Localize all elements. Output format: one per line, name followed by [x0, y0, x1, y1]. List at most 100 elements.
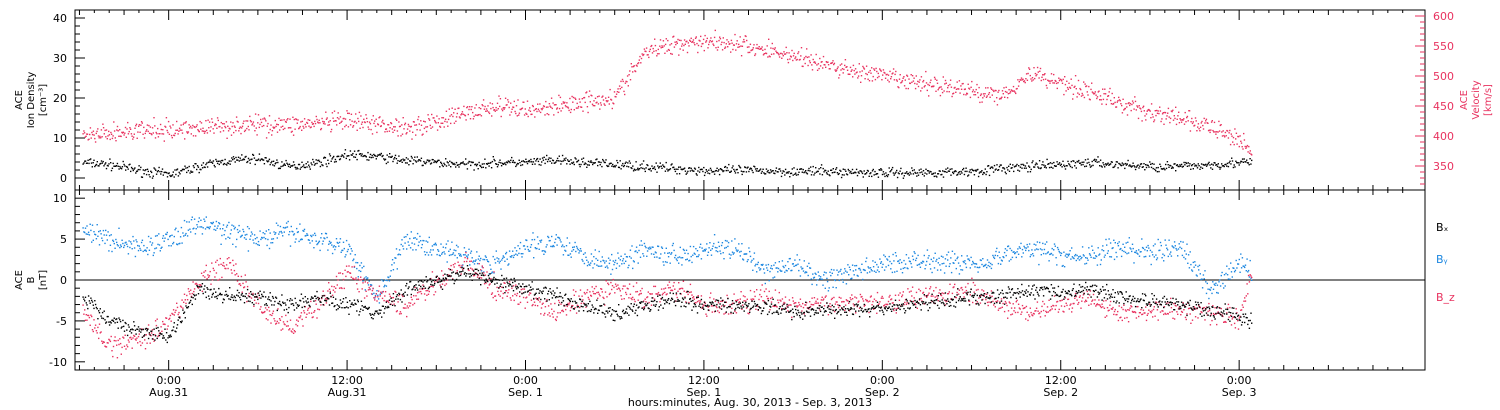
by-point: [143, 244, 145, 247]
velocity-point: [962, 82, 964, 85]
density-point: [722, 170, 724, 173]
velocity-point: [895, 70, 897, 73]
density-point: [1053, 161, 1055, 164]
velocity-point: [372, 115, 374, 117]
velocity-point: [558, 94, 560, 97]
velocity-point: [276, 123, 278, 125]
density-point: [911, 169, 914, 172]
velocity-point: [171, 137, 173, 139]
velocity-point: [415, 134, 417, 136]
by-point: [421, 243, 423, 246]
density-point: [820, 167, 822, 169]
bz-point: [172, 309, 175, 311]
density-point: [866, 169, 869, 172]
by-point: [337, 242, 339, 244]
velocity-point: [515, 112, 517, 115]
velocity-point: [1174, 117, 1176, 120]
density-point: [426, 159, 428, 161]
density-point: [174, 169, 176, 171]
by-point: [222, 228, 224, 230]
by-point: [395, 257, 397, 259]
by-point: [914, 252, 916, 255]
velocity-point: [472, 111, 474, 114]
density-point: [584, 162, 586, 164]
density-point: [780, 175, 783, 178]
by-point: [1153, 256, 1155, 258]
density-point: [1095, 159, 1098, 161]
velocity-point: [949, 83, 951, 86]
by-point: [1194, 264, 1197, 266]
velocity-point: [1046, 87, 1048, 89]
by-point: [937, 262, 939, 264]
bz-point: [311, 316, 313, 319]
by-point: [1134, 251, 1136, 253]
by-point: [891, 271, 894, 274]
density-point: [232, 156, 235, 158]
by-point: [1148, 247, 1150, 249]
velocity-point: [223, 123, 225, 125]
density-point: [226, 164, 228, 166]
density-point: [657, 165, 659, 167]
velocity-point: [506, 104, 508, 106]
by-point: [1104, 254, 1106, 256]
bz-point: [133, 334, 135, 337]
by-point: [686, 258, 688, 260]
velocity-point: [769, 56, 771, 58]
velocity-point: [90, 137, 92, 139]
by-point: [788, 268, 790, 270]
by-point: [184, 234, 186, 236]
velocity-point: [892, 68, 895, 70]
density-point: [380, 152, 382, 155]
by-point: [1233, 271, 1236, 273]
velocity-point: [834, 69, 836, 71]
by-point: [449, 248, 451, 251]
by-point: [201, 233, 204, 235]
velocity-point: [740, 45, 742, 47]
by-point: [367, 284, 370, 286]
by-point: [1050, 252, 1053, 255]
velocity-point: [404, 123, 406, 126]
bz-point: [261, 311, 263, 313]
velocity-point: [1186, 116, 1188, 119]
velocity-point: [311, 123, 314, 125]
by-point: [965, 266, 968, 269]
velocity-point: [530, 113, 532, 116]
bz-point: [85, 314, 87, 316]
by-point: [1227, 278, 1230, 280]
by-point: [1184, 250, 1186, 252]
by-point: [932, 260, 934, 263]
by-point: [890, 262, 893, 265]
density-point: [566, 163, 568, 165]
velocity-point: [664, 43, 667, 46]
by-point: [492, 255, 494, 258]
velocity-point: [887, 79, 889, 81]
bz-point: [178, 311, 180, 314]
velocity-point: [1085, 85, 1088, 87]
velocity-point: [193, 126, 195, 128]
density-point: [1220, 166, 1222, 169]
density-point: [251, 158, 253, 160]
by-point: [1032, 255, 1035, 257]
by-point: [464, 254, 466, 256]
velocity-point: [462, 113, 464, 115]
velocity-point: [370, 128, 372, 131]
density-point: [1172, 167, 1174, 169]
by-point: [1127, 241, 1129, 243]
density-point: [771, 170, 773, 172]
by-point: [1118, 241, 1120, 243]
density-point: [950, 174, 952, 176]
density-point: [1044, 165, 1047, 167]
velocity-point: [662, 46, 664, 48]
by-point: [929, 263, 931, 265]
by-point: [998, 251, 1000, 253]
by-point: [538, 248, 540, 250]
density-point: [1198, 165, 1200, 167]
velocity-point: [189, 125, 192, 128]
by-point: [1129, 247, 1131, 249]
by-point: [352, 259, 354, 262]
bz-point: [204, 270, 207, 272]
by-point: [195, 228, 197, 230]
velocity-point: [553, 104, 556, 106]
velocity-point: [795, 56, 797, 58]
by-point: [1021, 256, 1023, 258]
